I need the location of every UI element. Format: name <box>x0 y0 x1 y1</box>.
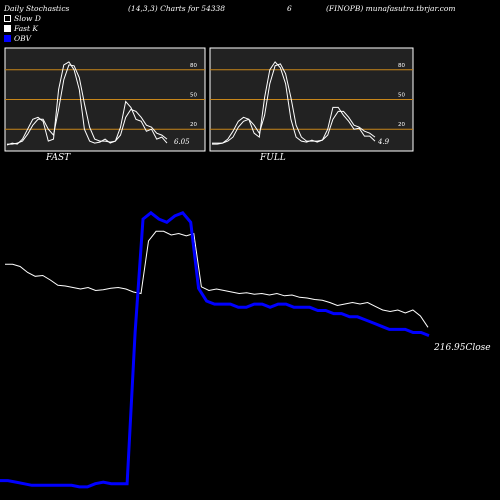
fast-line-fast-k <box>6 61 168 146</box>
legend-swatch <box>4 15 11 22</box>
legend-swatch <box>4 25 11 32</box>
header-number: 6 <box>287 4 292 13</box>
obv-line <box>0 210 430 489</box>
legend-slow-d: Slow D <box>4 14 41 23</box>
legend-label: Fast K <box>14 24 39 33</box>
full-tick-label-80: 80 <box>398 63 405 69</box>
fast-line-slow-d <box>7 64 168 145</box>
full-line-fast-k <box>212 61 376 145</box>
fast-panel-title: FAST <box>46 153 71 163</box>
legend-fast-k: Fast K <box>4 24 38 33</box>
fast-tick-label-50: 50 <box>190 93 197 99</box>
full-tick-label-20: 20 <box>398 122 405 128</box>
header-title: Daily Stochastics <box>4 4 70 13</box>
legend-obv: OBV <box>4 34 31 43</box>
close-price-label: 216.95Close <box>434 343 491 353</box>
legend-swatch <box>4 35 11 42</box>
header-source: (FINOPB) munafasutra.tbrjar.com <box>326 4 456 13</box>
legend-label: Slow D <box>14 14 41 23</box>
full-line-slow-d <box>212 63 376 144</box>
close-price-line <box>5 230 429 328</box>
fast-last-value: 6.05 <box>174 138 190 146</box>
full-tick-label-50: 50 <box>398 93 405 99</box>
fast-tick-label-80: 80 <box>190 63 197 69</box>
fast-tick-label-20: 20 <box>190 122 197 128</box>
header-params: (14,3,3) Charts for 54338 <box>128 4 226 13</box>
full-panel-title: FULL <box>260 153 286 163</box>
legend-label: OBV <box>14 34 32 43</box>
full-last-value: 4.9 <box>378 138 390 146</box>
